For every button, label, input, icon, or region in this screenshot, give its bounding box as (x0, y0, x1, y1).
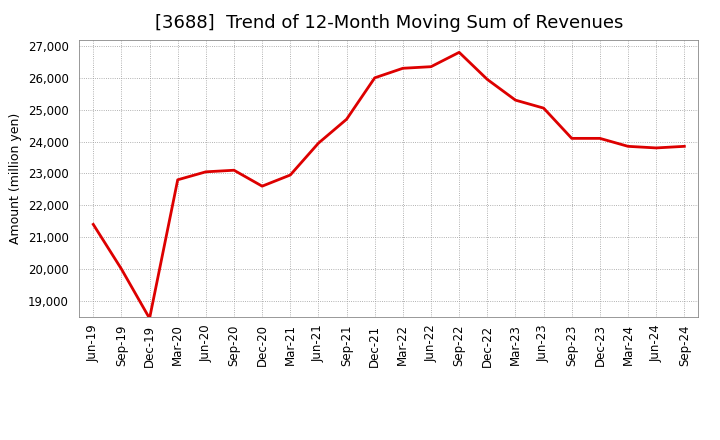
Title: [3688]  Trend of 12-Month Moving Sum of Revenues: [3688] Trend of 12-Month Moving Sum of R… (155, 15, 623, 33)
Y-axis label: Amount (million yen): Amount (million yen) (9, 113, 22, 244)
